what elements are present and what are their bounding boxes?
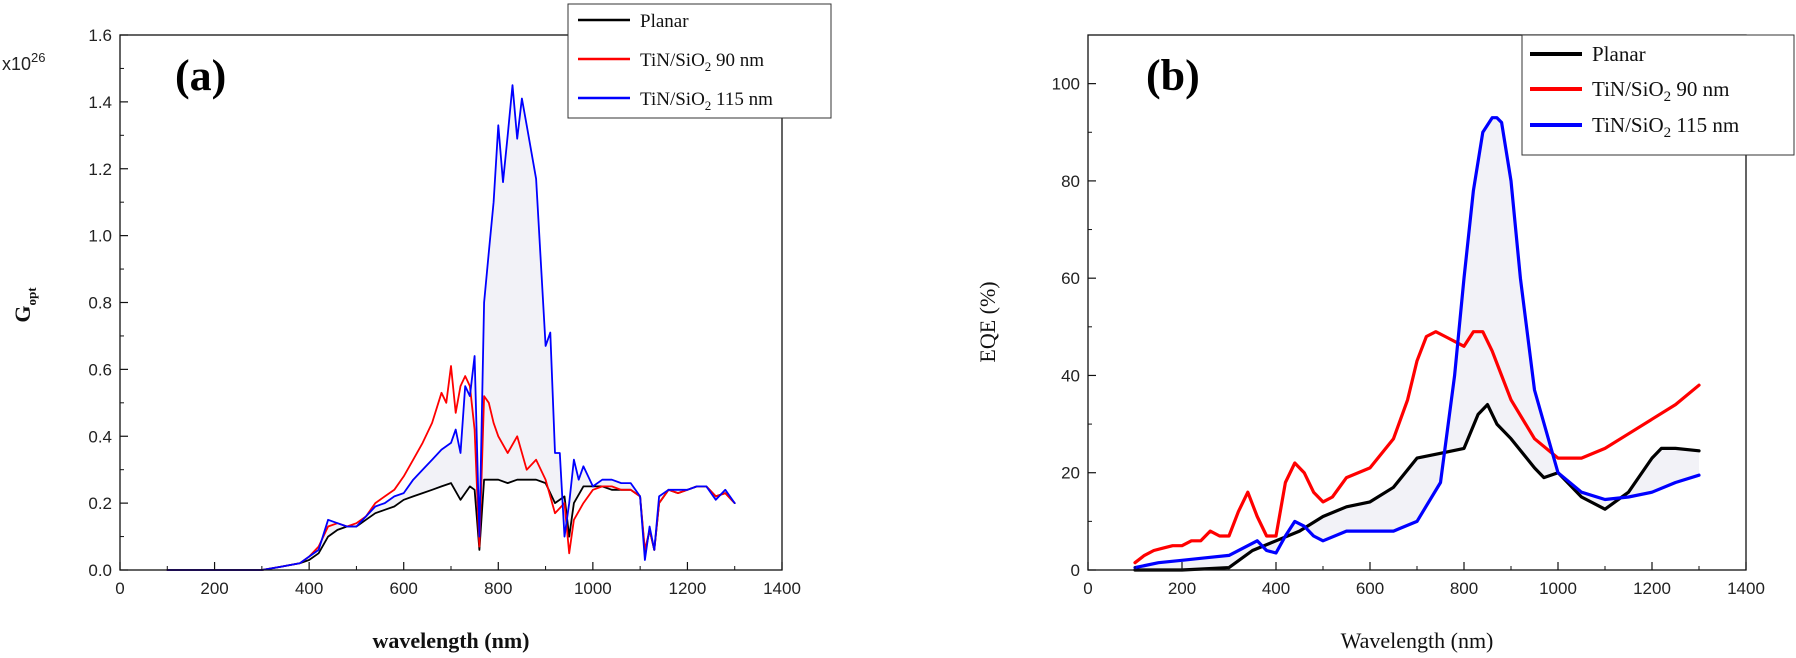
panel-a-x-tick-label: 200	[200, 579, 228, 598]
panel-a-y-multiplier: x1026	[2, 50, 46, 74]
panel-b-legend-90nm-main: TiN/SiO	[1592, 77, 1664, 101]
panel-a-y-tick-label: 0.6	[88, 360, 112, 379]
panel-b-legend-115nm-tail: 115 nm	[1671, 113, 1739, 137]
panel-b-x-tick-label: 0	[1083, 579, 1092, 598]
panel-a-y-tick-label: 1.4	[88, 93, 112, 112]
panel-a-x-tick-label: 800	[484, 579, 512, 598]
panel-b-y-tick-label: 20	[1061, 464, 1080, 483]
panel-a-legend-label-planar: Planar	[640, 11, 689, 32]
panel-b-legend-90nm-tail: 90 nm	[1671, 77, 1729, 101]
panel-a-y-ticks: 0.0 0.2 0.4 0.6 0.8 1.0 1.2 1.4 1.6	[88, 26, 128, 580]
panel-a-legend: Planar TiN/SiO2 90 nm TiN/SiO2 115 nm	[567, 3, 832, 119]
panel-a-y-multiplier-exp: 26	[31, 50, 45, 65]
panel-a-series-line-0	[166, 478, 736, 571]
panel-b-y-ticks: 0 20 40 60 80 100	[1052, 75, 1096, 580]
panel-b-area-between-series	[1135, 117, 1699, 570]
panel-b-x-ticks: 0 200 400 600 800 1000 1200 1400	[1083, 562, 1765, 598]
panel-a-x-tick-label: 1200	[669, 579, 707, 598]
panel-a-legend-box	[567, 3, 832, 119]
panel-b-x-tick-label: 1000	[1539, 579, 1577, 598]
panel-a-shaded-area	[167, 85, 735, 570]
panel-b-legend-label-90nm: TiN/SiO2 90 nm	[1592, 77, 1729, 105]
panel-a-y-axis-title-sub: opt	[24, 287, 39, 306]
panel-b: 0 200 400 600 800 1000 1200 1400 0 20 40 60 80 100 (…	[975, 34, 1795, 653]
panel-b-y-tick-label: 0	[1071, 561, 1080, 580]
panel-a-y-tick-label: 1.0	[88, 227, 112, 246]
panel-b-y-tick-label: 80	[1061, 172, 1080, 191]
panel-a-x-tick-label: 400	[295, 579, 323, 598]
panel-a: 0 200 400 600 800 1000 1200 1400 0.00.20.40.60.…	[2, 3, 832, 653]
panel-a-legend-label-90nm: TiN/SiO2 90 nm	[640, 50, 764, 74]
panel-a-x-tick-label: 600	[390, 579, 418, 598]
panel-a-x-ticks: 0 200 400 600 800 1000 1200 1400	[115, 562, 801, 598]
panel-b-x-tick-label: 1400	[1727, 579, 1765, 598]
panel-a-y-axis-title: Gopt	[10, 287, 39, 323]
panel-a-y-tick-label: 0.2	[88, 494, 112, 513]
panel-a-legend-90nm-tail: 90 nm	[711, 50, 764, 71]
panel-a-series-lines	[166, 84, 736, 571]
panel-b-legend-label-115nm: TiN/SiO2 115 nm	[1592, 113, 1739, 141]
panel-b-x-tick-label: 600	[1356, 579, 1384, 598]
panel-a-y-tick-label: 0.8	[88, 294, 112, 313]
panel-a-x-axis-title: wavelength (nm)	[372, 628, 529, 653]
panel-b-x-tick-label: 200	[1168, 579, 1196, 598]
panel-b-legend: Planar TiN/SiO2 90 nm TiN/SiO2 115 nm	[1521, 34, 1795, 156]
panel-b-x-tick-label: 800	[1450, 579, 1478, 598]
panel-a-y-tick-label: 0.4	[88, 427, 112, 446]
panel-a-label: (a)	[175, 51, 226, 100]
panel-b-y-tick-label: 100	[1052, 75, 1080, 94]
panel-b-series-line-1	[1133, 330, 1701, 565]
panel-b-legend-115nm-main: TiN/SiO	[1592, 113, 1664, 137]
panel-a-legend-115nm-tail: 115 nm	[711, 89, 773, 110]
panel-b-x-tick-label: 1200	[1633, 579, 1671, 598]
panel-a-x-tick-label: 1000	[574, 579, 612, 598]
panel-b-legend-label-planar: Planar	[1592, 42, 1646, 66]
panel-a-legend-115nm-main: TiN/SiO	[640, 89, 705, 110]
panel-a-y-multiplier-base: x10	[2, 54, 31, 74]
panel-b-x-axis-title: Wavelength (nm)	[1341, 628, 1494, 653]
panel-a-x-tick-label: 1400	[763, 579, 801, 598]
panel-b-y-tick-label: 40	[1061, 366, 1080, 385]
panel-a-legend-90nm-main: TiN/SiO	[640, 50, 705, 71]
panel-b-y-axis-title: EQE (%)	[975, 281, 1000, 362]
panel-b-y-tick-label: 60	[1061, 269, 1080, 288]
panel-b-series-line-2	[1133, 116, 1701, 570]
panel-a-legend-label-115nm: TiN/SiO2 115 nm	[640, 89, 773, 113]
panel-a-y-tick-label: 1.6	[88, 26, 112, 45]
panel-a-y-tick-label: 1.2	[88, 160, 112, 179]
panel-a-legend-115nm-sub: 2	[705, 98, 712, 113]
panel-a-y-tick-label: 0.0	[88, 561, 112, 580]
panel-b-label: (b)	[1146, 51, 1200, 100]
panel-a-x-tick-label: 0	[115, 579, 124, 598]
panel-a-series-line-2	[166, 84, 736, 571]
panel-a-y-axis-title-main: G	[10, 305, 35, 322]
panel-a-legend-90nm-sub: 2	[705, 59, 712, 74]
panel-a-area-between-series	[167, 85, 735, 570]
panel-b-legend-90nm-sub: 2	[1664, 89, 1672, 105]
panel-b-x-tick-label: 400	[1262, 579, 1290, 598]
panel-b-series-lines	[1133, 116, 1701, 572]
panel-b-legend-115nm-sub: 2	[1664, 125, 1672, 141]
panel-b-shaded-area	[1135, 117, 1699, 570]
